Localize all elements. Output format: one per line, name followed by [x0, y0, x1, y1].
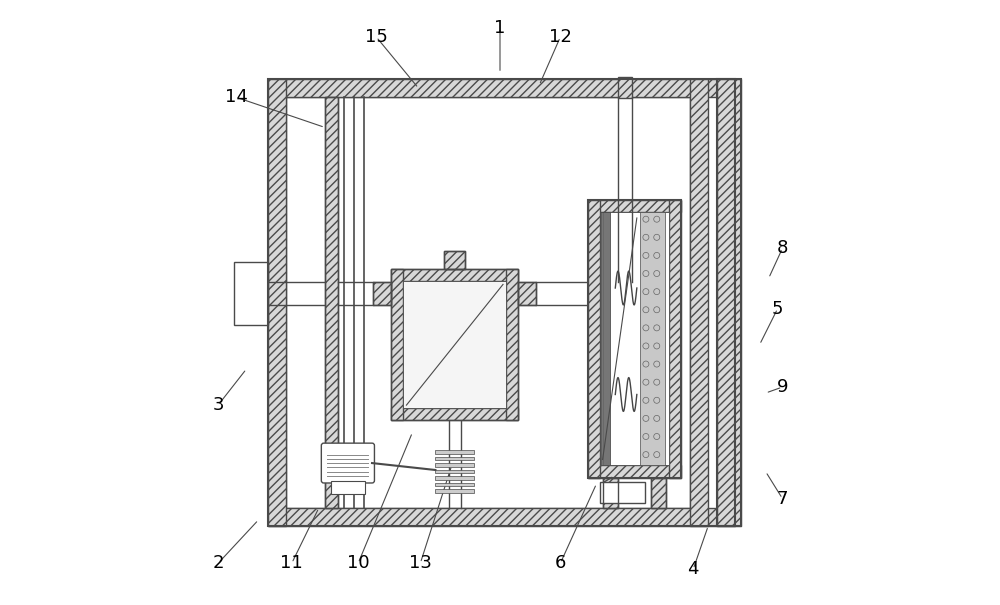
Text: 12: 12 [549, 28, 572, 46]
Bar [588, 200, 600, 477]
Text: 3: 3 [212, 396, 224, 414]
Text: 7: 7 [777, 489, 788, 508]
FancyBboxPatch shape [321, 443, 374, 483]
Bar [268, 79, 286, 526]
Bar [325, 97, 338, 508]
Bar [373, 282, 391, 305]
Bar [600, 212, 669, 465]
Bar [444, 251, 465, 269]
Bar [435, 476, 474, 480]
Bar [603, 477, 618, 508]
Bar [518, 282, 536, 305]
Bar [435, 469, 474, 473]
Bar [603, 477, 618, 508]
Bar [234, 262, 268, 325]
Bar [690, 79, 708, 526]
Bar [286, 97, 690, 508]
Text: 6: 6 [555, 554, 566, 572]
Bar [651, 477, 666, 508]
Text: 2: 2 [212, 554, 224, 572]
Bar [435, 450, 474, 454]
Text: 5: 5 [772, 299, 783, 318]
Bar [669, 200, 681, 477]
Bar [640, 212, 665, 465]
Text: 15: 15 [365, 28, 388, 46]
Bar [325, 97, 338, 508]
Bar [518, 282, 536, 305]
Bar [435, 463, 474, 467]
Bar [588, 200, 681, 212]
Bar [435, 483, 474, 486]
Bar [435, 457, 474, 460]
Bar [717, 79, 741, 526]
Bar [444, 251, 465, 269]
Bar [651, 477, 666, 508]
Bar [435, 489, 474, 492]
Text: 11: 11 [280, 554, 303, 572]
Bar [331, 480, 365, 494]
Text: 13: 13 [409, 554, 432, 572]
Bar [391, 408, 518, 420]
Bar [268, 79, 735, 97]
Bar [373, 282, 391, 305]
Text: 8: 8 [777, 239, 788, 257]
Bar [391, 269, 403, 420]
Bar [391, 269, 518, 420]
Bar [403, 281, 506, 408]
Bar [588, 465, 681, 477]
Bar [588, 200, 681, 477]
Text: 10: 10 [347, 554, 369, 572]
Bar [618, 77, 632, 99]
Text: 4: 4 [687, 560, 699, 578]
Bar [717, 79, 741, 526]
Text: 1: 1 [494, 19, 506, 37]
Bar [506, 269, 518, 420]
Bar [268, 79, 735, 526]
Text: 9: 9 [777, 378, 788, 396]
Bar [268, 508, 735, 526]
Bar [601, 212, 610, 465]
Bar [600, 482, 645, 503]
Bar [391, 269, 518, 281]
Text: 14: 14 [225, 88, 248, 106]
